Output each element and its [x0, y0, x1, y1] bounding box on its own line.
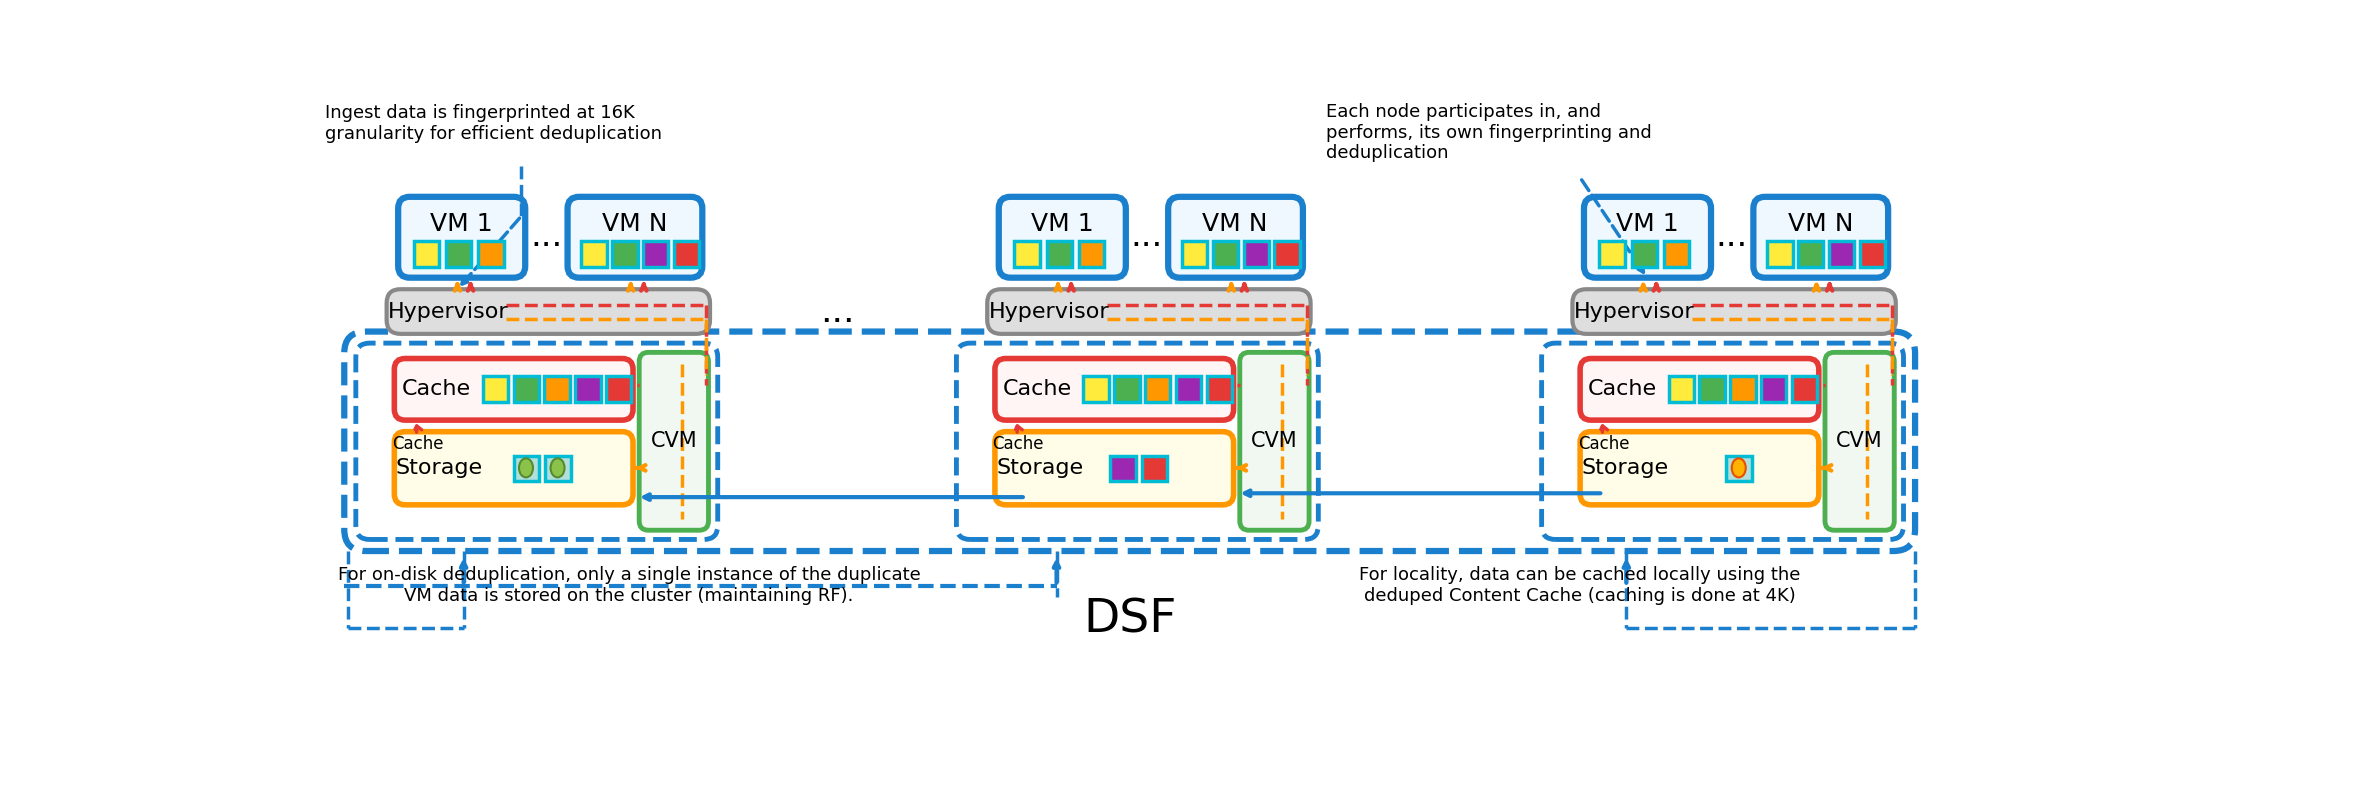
Bar: [583, 242, 606, 267]
FancyBboxPatch shape: [1572, 289, 1897, 334]
Bar: [1859, 242, 1885, 267]
Bar: [1274, 242, 1300, 267]
Text: VM 1: VM 1: [1030, 212, 1094, 236]
Text: Cache: Cache: [393, 435, 443, 453]
Text: Storage: Storage: [1582, 458, 1669, 478]
Text: For locality, data can be cached locally using the
deduped Content Cache (cachin: For locality, data can be cached locally…: [1359, 567, 1800, 605]
Text: Cache: Cache: [1577, 435, 1629, 453]
FancyBboxPatch shape: [568, 197, 703, 278]
Bar: [1014, 242, 1040, 267]
Text: CVM: CVM: [651, 431, 696, 451]
Bar: [1047, 242, 1073, 267]
Bar: [613, 242, 637, 267]
Text: ...: ...: [1130, 220, 1163, 253]
Text: Storage: Storage: [997, 458, 1082, 478]
Bar: [1700, 376, 1724, 401]
Text: Hypervisor: Hypervisor: [388, 301, 509, 322]
Bar: [1797, 242, 1823, 267]
Bar: [1665, 242, 1688, 267]
Bar: [1762, 376, 1785, 401]
FancyBboxPatch shape: [386, 289, 710, 334]
Text: Cache: Cache: [403, 380, 471, 399]
Text: VM N: VM N: [1203, 212, 1267, 236]
Bar: [514, 376, 540, 401]
Text: ...: ...: [819, 294, 855, 329]
Text: Cache: Cache: [1002, 380, 1073, 399]
Text: VM N: VM N: [1788, 212, 1854, 236]
Bar: [1767, 242, 1793, 267]
Bar: [478, 242, 504, 267]
Bar: [675, 242, 699, 267]
Bar: [1085, 376, 1108, 401]
Bar: [1212, 242, 1238, 267]
FancyBboxPatch shape: [1167, 197, 1302, 278]
Bar: [1793, 376, 1816, 401]
Text: Ingest data is fingerprinted at 16K
granularity for efficient deduplication: Ingest data is fingerprinted at 16K gran…: [324, 105, 663, 143]
Bar: [1146, 376, 1170, 401]
Text: Hypervisor: Hypervisor: [1575, 301, 1695, 322]
Text: Cache: Cache: [992, 435, 1044, 453]
Bar: [1141, 455, 1167, 481]
Bar: [545, 455, 571, 481]
FancyBboxPatch shape: [1826, 352, 1894, 530]
Bar: [1726, 455, 1752, 481]
Ellipse shape: [519, 459, 533, 477]
Text: VM N: VM N: [601, 212, 668, 236]
Bar: [414, 242, 438, 267]
Text: ...: ...: [1717, 220, 1748, 253]
Bar: [575, 376, 601, 401]
Text: Hypervisor: Hypervisor: [987, 301, 1108, 322]
Bar: [445, 242, 471, 267]
Bar: [483, 376, 509, 401]
FancyBboxPatch shape: [398, 197, 526, 278]
FancyBboxPatch shape: [639, 352, 708, 530]
Bar: [1080, 242, 1103, 267]
Bar: [514, 455, 540, 481]
Bar: [1115, 376, 1139, 401]
Bar: [1111, 455, 1137, 481]
FancyBboxPatch shape: [995, 432, 1234, 505]
Bar: [1828, 242, 1854, 267]
FancyBboxPatch shape: [1579, 359, 1819, 420]
Bar: [644, 242, 668, 267]
FancyBboxPatch shape: [1241, 352, 1310, 530]
Bar: [1182, 242, 1208, 267]
Text: ...: ...: [530, 220, 561, 253]
Text: CVM: CVM: [1835, 431, 1883, 451]
FancyBboxPatch shape: [999, 197, 1125, 278]
Bar: [606, 376, 632, 401]
Text: Each node participates in, and
performs, its own fingerprinting and
deduplicatio: Each node participates in, and performs,…: [1326, 103, 1653, 163]
Text: Cache: Cache: [1589, 380, 1658, 399]
Ellipse shape: [552, 459, 564, 477]
FancyBboxPatch shape: [395, 432, 632, 505]
Bar: [1632, 242, 1658, 267]
FancyBboxPatch shape: [987, 289, 1310, 334]
Text: VM 1: VM 1: [431, 212, 493, 236]
Bar: [1669, 376, 1693, 401]
Ellipse shape: [1731, 459, 1745, 477]
FancyBboxPatch shape: [395, 359, 632, 420]
FancyBboxPatch shape: [1579, 432, 1819, 505]
Text: VM 1: VM 1: [1615, 212, 1679, 236]
Bar: [1731, 376, 1755, 401]
FancyBboxPatch shape: [1752, 197, 1887, 278]
Text: For on-disk deduplication, only a single instance of the duplicate
VM data is st: For on-disk deduplication, only a single…: [339, 567, 921, 605]
Bar: [1598, 242, 1624, 267]
FancyBboxPatch shape: [995, 359, 1234, 420]
Text: DSF: DSF: [1082, 598, 1177, 643]
Text: Storage: Storage: [395, 458, 483, 478]
Bar: [1177, 376, 1201, 401]
Bar: [1243, 242, 1269, 267]
Bar: [545, 376, 571, 401]
Text: CVM: CVM: [1250, 431, 1298, 451]
FancyBboxPatch shape: [1584, 197, 1712, 278]
Bar: [1208, 376, 1231, 401]
